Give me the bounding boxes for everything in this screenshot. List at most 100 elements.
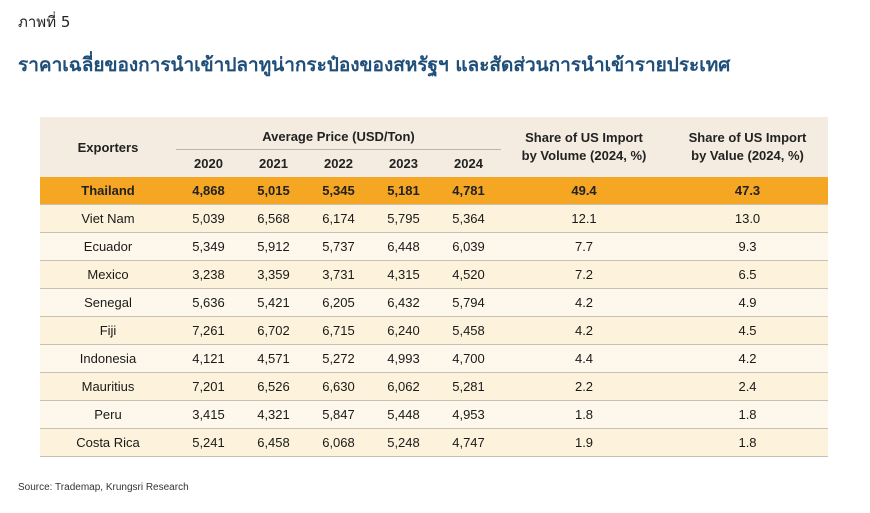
price-cell: 3,238 [176, 260, 241, 289]
share-value-header-line1: Share of US Import [688, 130, 807, 145]
price-cell: 4,747 [436, 428, 502, 457]
year-header: 2020 [176, 149, 241, 177]
price-cell: 5,015 [241, 177, 306, 205]
price-cell: 4,700 [436, 344, 502, 373]
year-header: 2024 [436, 149, 502, 177]
price-cell: 5,039 [176, 204, 241, 233]
share-value-cell: 1.8 [667, 428, 829, 457]
table-row: Fiji 7,261 6,702 6,715 6,240 5,458 4.2 4.5 [40, 316, 829, 345]
share-volume-cell: 1.8 [501, 400, 668, 429]
table-row: Mauritius 7,201 6,526 6,630 6,062 5,281 2.2 2.4 [40, 372, 829, 401]
share-value-header-line2: by Value (2024, %) [691, 148, 804, 163]
price-cell: 5,847 [306, 400, 371, 429]
share-value-cell: 4.5 [667, 316, 829, 345]
year-header: 2021 [241, 149, 306, 177]
price-cell: 6,568 [241, 204, 306, 233]
table-row: Indonesia 4,121 4,571 5,272 4,993 4,700 4.4 4.2 [40, 344, 829, 373]
price-cell: 6,715 [306, 316, 371, 345]
figure-label: ภาพที่ 5 [18, 13, 71, 31]
share-volume-cell: 4.2 [501, 316, 668, 345]
avg-price-header: Average Price (USD/Ton) [176, 117, 502, 150]
table-row-highlighted: Thailand 4,868 5,015 5,345 5,181 4,781 49.4 47.… [40, 177, 829, 205]
price-cell: 4,520 [436, 260, 502, 289]
price-cell: 5,349 [176, 232, 241, 261]
share-value-cell: 4.9 [667, 288, 829, 317]
price-cell: 5,794 [436, 288, 502, 317]
share-value-cell: 47.3 [667, 177, 829, 205]
price-cell: 6,039 [436, 232, 502, 261]
price-cell: 6,240 [371, 316, 436, 345]
table-row: Costa Rica 5,241 6,458 6,068 5,248 4,747 1.9 1.… [40, 428, 829, 457]
exporter-name: Fiji [40, 316, 176, 345]
share-volume-header-line1: Share of US Import [525, 130, 643, 145]
price-cell: 4,315 [371, 260, 436, 289]
table-row: Senegal 5,636 5,421 6,205 6,432 5,794 4.2 4.9 [40, 288, 829, 317]
price-cell: 5,345 [306, 177, 371, 205]
price-cell: 4,953 [436, 400, 502, 429]
price-cell: 3,731 [306, 260, 371, 289]
share-volume-cell: 49.4 [501, 177, 668, 205]
exporter-name: Senegal [40, 288, 176, 317]
price-cell: 6,526 [241, 372, 306, 401]
exporter-name: Indonesia [40, 344, 176, 373]
year-header: 2023 [371, 149, 436, 177]
price-cell: 4,121 [176, 344, 241, 373]
table-header: Exporters Average Price (USD/Ton) Share … [40, 117, 829, 177]
price-cell: 4,781 [436, 177, 502, 205]
price-cell: 5,181 [371, 177, 436, 205]
price-cell: 3,359 [241, 260, 306, 289]
share-volume-cell: 4.4 [501, 344, 668, 373]
exporter-name: Costa Rica [40, 428, 176, 457]
price-cell: 6,205 [306, 288, 371, 317]
price-cell: 6,062 [371, 372, 436, 401]
price-cell: 5,448 [371, 400, 436, 429]
exporters-header: Exporters [40, 117, 176, 177]
exporter-name: Viet Nam [40, 204, 176, 233]
exporter-name: Mexico [40, 260, 176, 289]
price-cell: 6,630 [306, 372, 371, 401]
price-cell: 6,432 [371, 288, 436, 317]
exporter-name: Thailand [40, 177, 176, 205]
share-value-cell: 6.5 [667, 260, 829, 289]
year-header: 2022 [306, 149, 371, 177]
price-cell: 5,458 [436, 316, 502, 345]
price-cell: 5,912 [241, 232, 306, 261]
price-cell: 4,571 [241, 344, 306, 373]
table-row: Peru 3,415 4,321 5,847 5,448 4,953 1.8 1.8 [40, 400, 829, 429]
price-cell: 6,702 [241, 316, 306, 345]
share-volume-cell: 12.1 [501, 204, 668, 233]
figure-title: ราคาเฉลี่ยของการนำเข้าปลาทูน่ากระป๋องของ… [18, 54, 731, 76]
exporter-name: Ecuador [40, 232, 176, 261]
share-volume-cell: 7.7 [501, 232, 668, 261]
source-note: Source: Trademap, Krungsri Research [18, 482, 189, 493]
share-value-cell: 2.4 [667, 372, 829, 401]
share-volume-cell: 2.2 [501, 372, 668, 401]
share-value-cell: 4.2 [667, 344, 829, 373]
share-value-cell: 13.0 [667, 204, 829, 233]
price-cell: 4,321 [241, 400, 306, 429]
price-cell: 6,174 [306, 204, 371, 233]
share-volume-cell: 4.2 [501, 288, 668, 317]
table-row: Viet Nam 5,039 6,568 6,174 5,795 5,364 12.1 13.… [40, 204, 829, 233]
price-cell: 5,364 [436, 204, 502, 233]
share-volume-cell: 7.2 [501, 260, 668, 289]
price-cell: 4,868 [176, 177, 241, 205]
share-volume-cell: 1.9 [501, 428, 668, 457]
share-volume-header-line2: by Volume (2024, %) [521, 148, 647, 163]
price-cell: 5,795 [371, 204, 436, 233]
price-cell: 5,421 [241, 288, 306, 317]
price-cell: 5,248 [371, 428, 436, 457]
price-cell: 5,737 [306, 232, 371, 261]
share-volume-header: Share of US Import by Volume (2024, %) [501, 117, 668, 177]
exporter-name: Mauritius [40, 372, 176, 401]
price-cell: 3,415 [176, 400, 241, 429]
import-price-table: Exporters Average Price (USD/Ton) Share … [40, 117, 829, 457]
price-cell: 4,993 [371, 344, 436, 373]
price-cell: 5,241 [176, 428, 241, 457]
table-row: Mexico 3,238 3,359 3,731 4,315 4,520 7.2 6.5 [40, 260, 829, 289]
share-value-cell: 9.3 [667, 232, 829, 261]
table-row: Ecuador 5,349 5,912 5,737 6,448 6,039 7.7 9.3 [40, 232, 829, 261]
price-cell: 6,448 [371, 232, 436, 261]
table-body: Thailand 4,868 5,015 5,345 5,181 4,781 49.4 47.… [40, 177, 829, 457]
price-cell: 5,636 [176, 288, 241, 317]
